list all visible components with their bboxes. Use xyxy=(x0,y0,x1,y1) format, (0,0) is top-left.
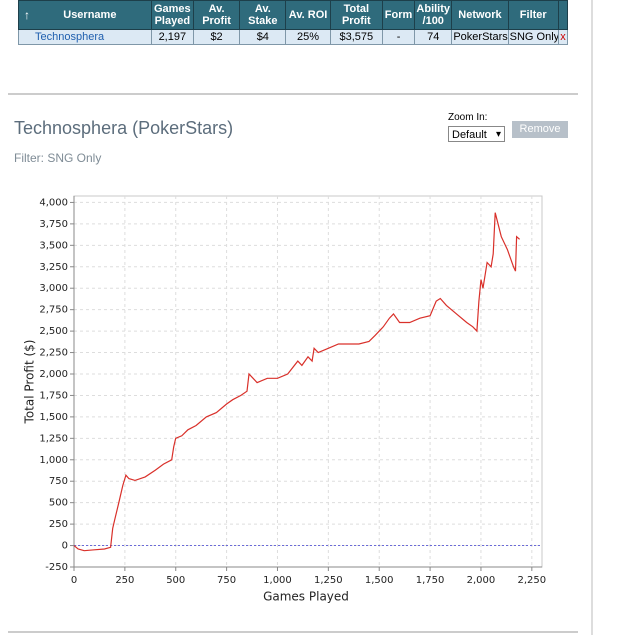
cell: $2 xyxy=(192,29,241,45)
column-header[interactable]: Ability /100 xyxy=(414,0,453,30)
y-axis-label: Total Profit ($) xyxy=(23,340,37,425)
x-tick-label: 1,250 xyxy=(314,575,343,586)
y-tick-label: 2,250 xyxy=(39,348,68,359)
cell: $3,575 xyxy=(329,29,383,45)
x-tick-label: 1,500 xyxy=(365,575,394,586)
header-text: Games Played xyxy=(153,3,191,27)
x-tick-label: 500 xyxy=(166,575,185,586)
stats-table: ↑ Username Games Played Av. Profit Av. Stake… xyxy=(18,0,569,45)
x-tick-label: 1,000 xyxy=(263,575,292,586)
x-tick-label: 250 xyxy=(115,575,134,586)
column-header[interactable]: Games Played xyxy=(150,0,194,30)
header-row: ↑ Username Games Played Av. Profit Av. Stake… xyxy=(18,0,569,30)
column-header[interactable]: ↑ Username xyxy=(18,0,152,30)
x-tick-label: 0 xyxy=(71,575,77,586)
remove-button[interactable]: Remove xyxy=(512,121,568,138)
column-header[interactable]: Filter xyxy=(507,0,559,30)
cell: SNG Only xyxy=(507,29,559,45)
header-text: Av. Profit xyxy=(202,3,231,27)
y-tick-label: 250 xyxy=(49,519,68,530)
x-tick-label: 2,250 xyxy=(518,575,547,586)
chart-subtitle: Filter: SNG Only xyxy=(14,151,102,165)
y-tick-label: 2,500 xyxy=(39,326,68,337)
x-tick-label: 1,750 xyxy=(416,575,445,586)
column-header[interactable]: Total Profit xyxy=(329,0,383,30)
header-text: Filter xyxy=(519,9,547,21)
y-tick-label: 750 xyxy=(49,476,68,487)
zoom-select[interactable]: Default xyxy=(448,126,505,143)
y-tick-label: 1,250 xyxy=(39,433,68,444)
column-header[interactable]: Av. Profit xyxy=(192,0,241,30)
y-tick-label: 1,500 xyxy=(39,412,68,423)
y-tick-label: 500 xyxy=(49,498,68,509)
x-axis-label: Games Played xyxy=(263,590,349,604)
y-tick-label: 2,000 xyxy=(39,369,68,380)
username[interactable]: Technosphera xyxy=(18,29,152,45)
cell: 74 xyxy=(414,29,453,45)
y-tick-label: 3,750 xyxy=(39,219,68,230)
x-tick-label: 750 xyxy=(217,575,236,586)
cell: $4 xyxy=(239,29,287,45)
cell: 25% xyxy=(285,29,331,45)
y-tick-label: 2,750 xyxy=(39,305,68,316)
column-header[interactable]: Av. Stake xyxy=(239,0,287,30)
y-tick-label: 3,000 xyxy=(39,283,68,294)
header-text: Form xyxy=(384,9,413,21)
chart-title: Technosphera (PokerStars) xyxy=(14,118,234,138)
y-tick-label: -250 xyxy=(45,562,68,573)
y-tick-label: 0 xyxy=(62,541,68,552)
header-text: Total Profit xyxy=(341,3,371,27)
header-text: Ability /100 xyxy=(416,3,451,27)
sort-arrow: ↑ xyxy=(24,8,30,22)
cell: 2,197 xyxy=(150,29,194,45)
header-text: Network xyxy=(458,9,502,21)
y-tick-label: 1,000 xyxy=(39,455,68,466)
y-tick-label: 3,500 xyxy=(39,240,68,251)
data-row: Technosphera 2,197 $2 $4 25% $3,575-74 PokerSt… xyxy=(18,29,569,45)
header-text: Av. ROI xyxy=(288,9,328,21)
cell: PokerStars xyxy=(451,29,509,45)
profit-line xyxy=(73,212,520,552)
header-text: Username xyxy=(63,9,117,21)
y-tick-label: 1,750 xyxy=(39,390,68,401)
plot-area xyxy=(73,195,543,568)
y-tick-label: 3,250 xyxy=(39,262,68,273)
zoom-label: Zoom In: xyxy=(448,112,488,123)
y-tick-label: 4,000 xyxy=(39,197,68,208)
delete-link[interactable]: x xyxy=(557,29,569,45)
x-tick-label: 2,000 xyxy=(467,575,496,586)
header-text: Av. Stake xyxy=(248,3,278,27)
